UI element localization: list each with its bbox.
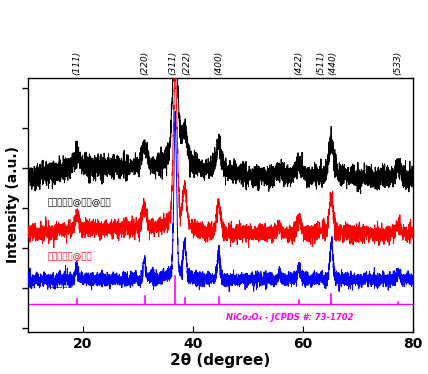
Text: (400): (400): [214, 51, 223, 75]
Text: (440): (440): [328, 51, 337, 75]
Y-axis label: Intensity (a.u.): Intensity (a.u.): [6, 146, 20, 263]
Text: (511): (511): [316, 51, 325, 75]
Text: (422): (422): [294, 51, 303, 75]
Text: (222): (222): [182, 51, 191, 75]
Text: (220): (220): [140, 51, 149, 75]
Text: (111): (111): [72, 51, 81, 75]
Text: (311): (311): [169, 51, 178, 75]
Text: 니켈코발트: 니켈코발트: [47, 280, 73, 289]
Text: 니켈코발트@질소@탄소: 니켈코발트@질소@탄소: [47, 198, 111, 207]
X-axis label: 2θ (degree): 2θ (degree): [170, 353, 270, 368]
Text: 니켈코발트@탄소: 니켈코발트@탄소: [47, 252, 92, 261]
Text: NiCo₂O₄ - JCPDS #: 73-1702: NiCo₂O₄ - JCPDS #: 73-1702: [226, 313, 354, 322]
Text: (533): (533): [393, 51, 402, 75]
